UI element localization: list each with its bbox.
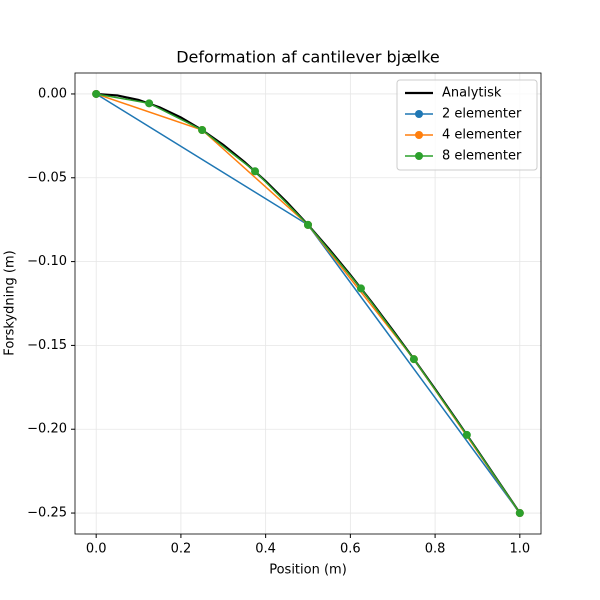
x-tick-label: 0.2: [171, 542, 192, 557]
y-tick-label: −0.10: [27, 254, 67, 269]
point: [92, 89, 101, 98]
x-tick-label: 0.6: [340, 542, 361, 557]
point: [356, 284, 365, 293]
legend-label: Analytisk: [442, 86, 502, 101]
legend-label: 2 elementer: [442, 107, 522, 122]
legend-marker: [415, 152, 423, 160]
y-tick-label: −0.05: [27, 170, 67, 185]
plot-frame: [74, 72, 542, 535]
x-tick-label: 0.8: [425, 542, 446, 557]
y-axis-label: Forskydning (m): [3, 250, 18, 355]
point: [409, 355, 418, 364]
y-tick-label: 0.00: [38, 86, 67, 101]
point: [462, 430, 471, 439]
x-axis-label: Position (m): [269, 563, 347, 578]
x-tick-label: 0.0: [86, 542, 107, 557]
point: [145, 99, 154, 108]
x-tick-label: 1.0: [509, 542, 530, 557]
point: [251, 167, 260, 176]
y-tick-label: −0.25: [27, 506, 67, 521]
chart-title: Deformation af cantilever bjælke: [176, 48, 440, 67]
legend-label: 8 elementer: [442, 149, 522, 164]
y-tick-label: −0.15: [27, 338, 67, 353]
point: [198, 125, 207, 134]
legend-label: 4 elementer: [442, 128, 522, 143]
point: [304, 220, 312, 229]
y-tick-label: −0.20: [27, 422, 67, 437]
legend-box: [396, 79, 538, 171]
point: [515, 509, 524, 518]
x-tick-label: 0.4: [255, 542, 276, 557]
legend-marker: [415, 131, 423, 139]
legend-marker: [415, 110, 423, 118]
